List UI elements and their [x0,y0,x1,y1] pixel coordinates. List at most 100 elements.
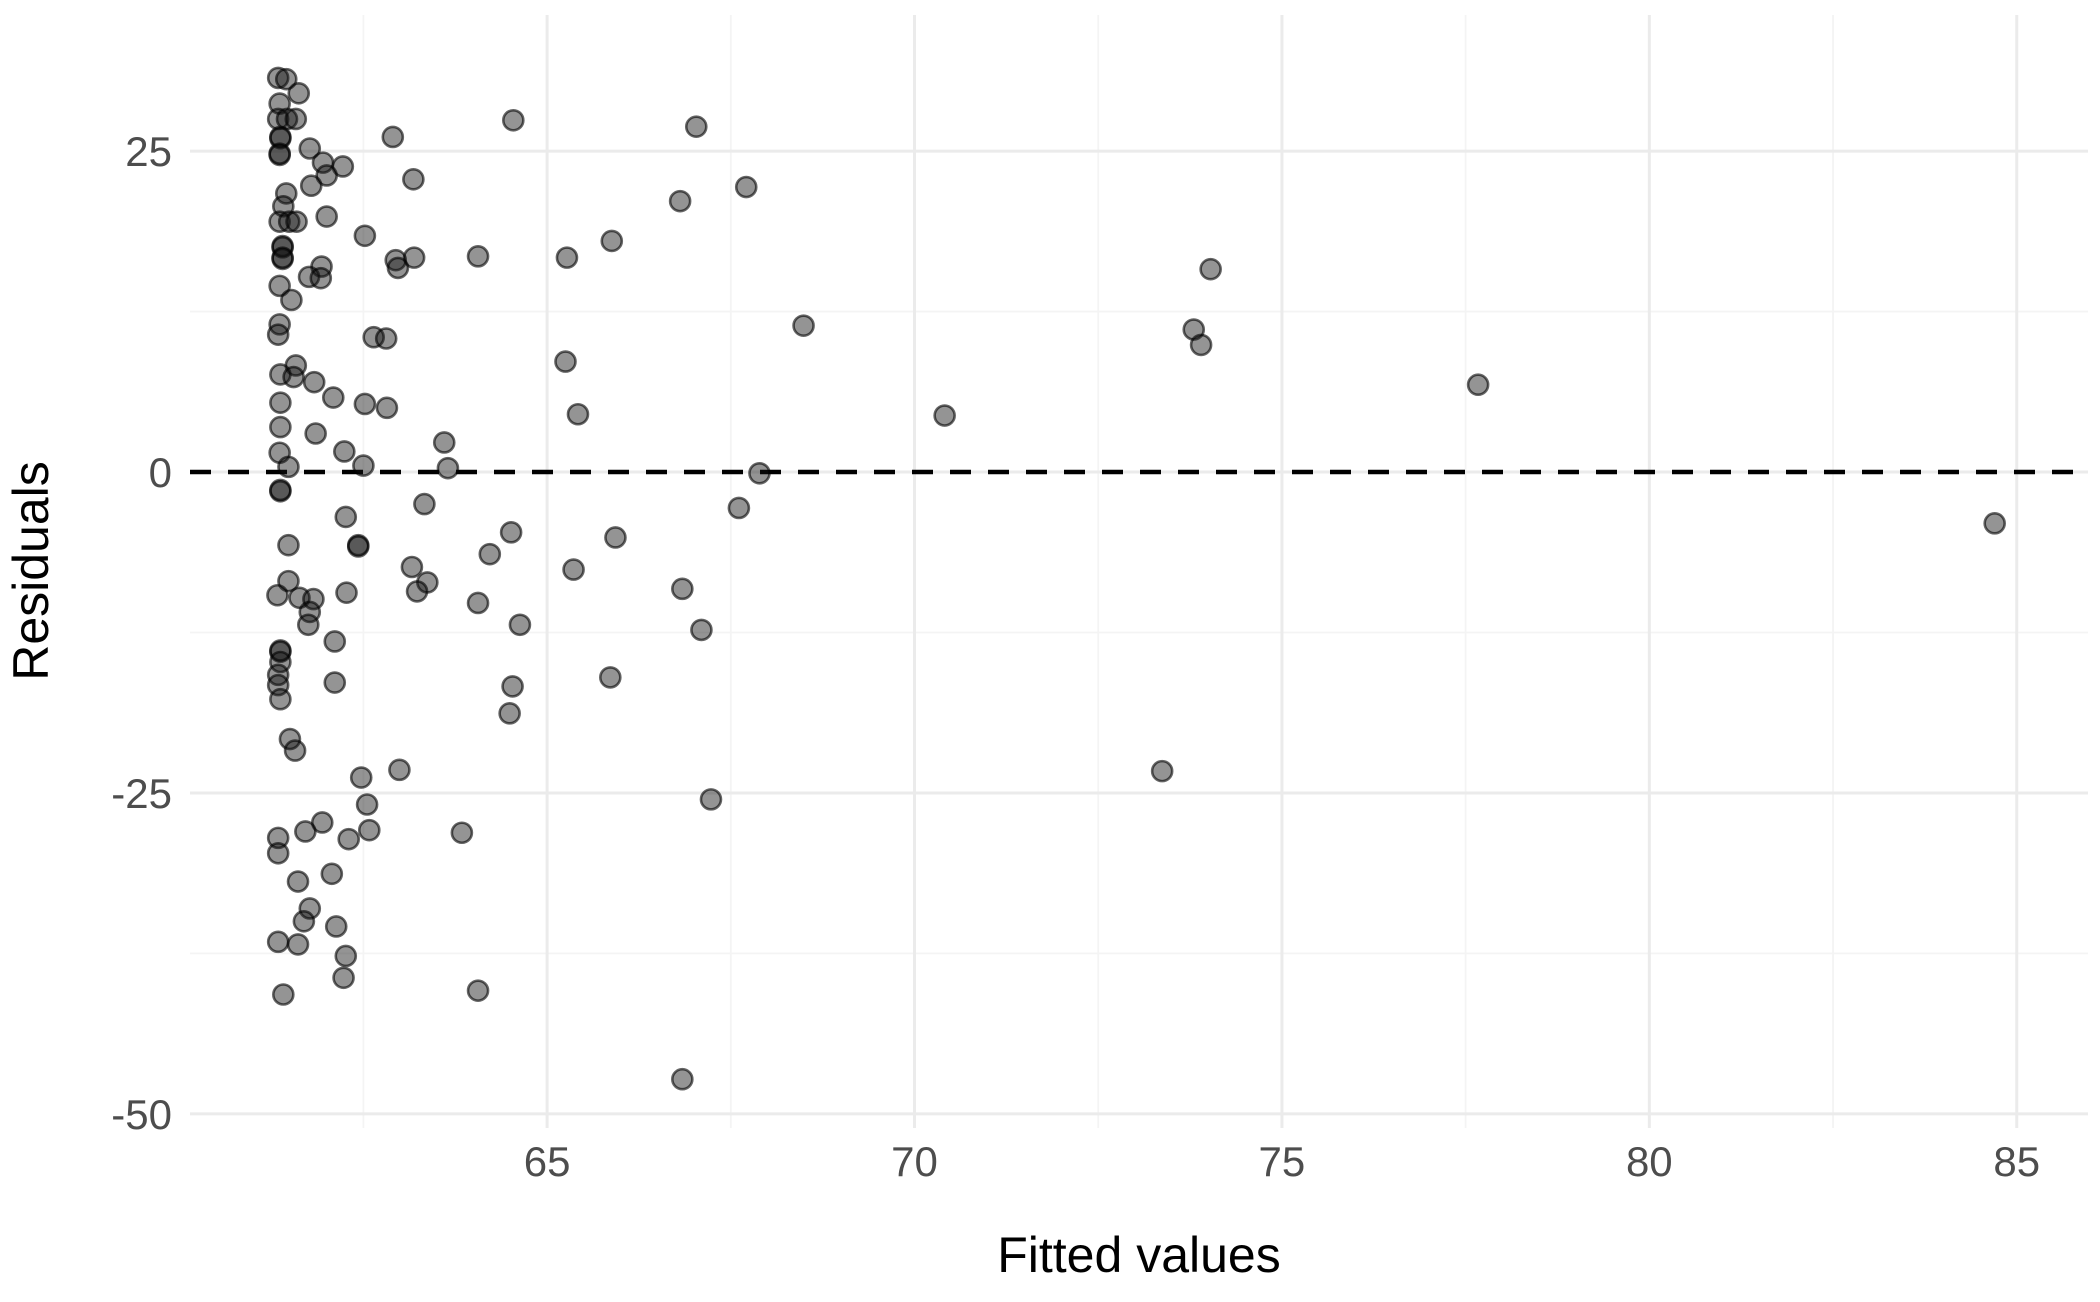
data-point [690,618,713,642]
data-point [266,930,290,954]
data-point [266,323,290,346]
data-point [299,174,323,198]
data-point [277,210,301,233]
data-point [346,535,370,558]
data-point [277,455,300,479]
data-point [604,526,627,549]
data-point [374,327,398,350]
data-point [1199,257,1222,281]
data-point [734,175,758,199]
data-point [292,910,316,933]
data-point [334,944,358,968]
data-point [792,314,815,337]
data-point [381,125,405,149]
data-point [334,505,358,529]
data-point [283,739,307,762]
data-point [272,983,295,1006]
data-point [266,841,290,865]
data-point [502,108,525,132]
x-tick-label: 80 [1626,1138,1673,1185]
y-tick-label: 25 [125,128,172,175]
data-point [1466,373,1490,397]
data-point [274,67,298,91]
data-point [321,386,345,409]
data-point [268,274,291,298]
data-point [388,758,411,782]
data-point [352,454,375,477]
data-point [466,591,490,615]
data-point [671,1067,694,1091]
data-point [1983,512,2006,535]
data-point [1150,759,1174,783]
data-point [266,826,290,850]
data-point [286,933,310,956]
data-point [269,415,292,439]
data-point [282,365,305,389]
data-point [323,671,347,694]
data-point [269,478,292,502]
data-point [466,979,490,1002]
data-point [271,246,294,269]
x-tick-label: 75 [1259,1138,1306,1185]
data-point [337,827,361,851]
data-point [309,266,333,290]
data-point [268,142,291,165]
data-point [599,666,622,689]
data-point [375,396,399,420]
x-tick-label: 85 [1993,1138,2040,1185]
data-point [297,613,320,637]
data-point [353,392,377,416]
data-point [498,702,521,725]
data-point [748,461,771,485]
major-gridlines [190,15,2088,1128]
data-point [323,630,347,653]
data-point [286,870,310,893]
data-point [302,370,326,394]
data-point [501,675,524,698]
data-point [353,224,377,248]
data-point [554,350,577,373]
data-point [478,542,502,566]
data-point [298,897,322,920]
y-tick-label: -50 [111,1091,172,1138]
data-point [287,82,311,105]
y-tick-label: -25 [111,770,172,817]
data-point [349,766,373,789]
y-axis-title: Residuals [3,461,59,681]
data-point [727,496,751,520]
x-tick-label: 70 [891,1138,938,1185]
minor-gridlines [190,15,2088,1128]
data-point [280,288,303,312]
data-point [285,210,308,233]
data-point [933,404,956,427]
x-axis-title: Fitted values [997,1227,1280,1283]
data-point [269,639,292,662]
data-point [566,402,590,426]
data-point [269,125,292,149]
data-point [402,168,425,191]
data-points-layer [266,66,2006,1091]
data-point [355,793,379,816]
data-point [1189,333,1213,357]
data-point [284,107,308,131]
data-point [405,580,429,603]
data-point [269,687,292,711]
data-point [699,788,723,811]
data-point [304,422,327,445]
data-point [266,66,290,90]
data-point [413,492,436,516]
data-point [508,613,532,637]
data-point [466,245,490,268]
data-point [668,189,692,213]
x-tick-label: 65 [524,1138,571,1185]
data-point [298,137,322,160]
data-point [499,521,523,544]
y-axis-tick-labels: 25 0 -25 -50 [111,128,172,1138]
data-point [600,229,624,253]
data-point [684,115,708,138]
data-point [294,820,317,843]
data-point [400,555,424,579]
data-point [310,811,334,834]
